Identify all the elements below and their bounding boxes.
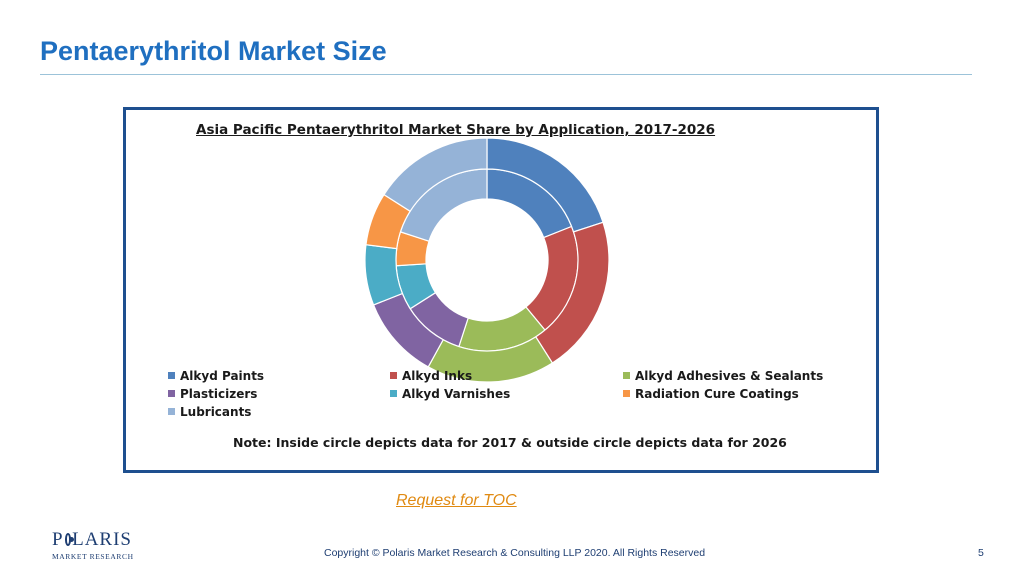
donut-segment-2026-alkyd-varnishes — [364, 244, 404, 306]
legend-item: Plasticizers — [168, 386, 390, 401]
legend-label: Alkyd Adhesives & Sealants — [635, 368, 824, 383]
legend-label: Radiation Cure Coatings — [635, 386, 799, 401]
polaris-logo: P LARIS MARKET RESEARCH — [52, 529, 134, 561]
title-divider — [40, 74, 972, 75]
slide-title: Pentaerythritol Market Size — [40, 36, 387, 66]
legend-swatch — [390, 390, 397, 397]
legend-label: Plasticizers — [180, 386, 258, 401]
legend-swatch — [168, 390, 175, 397]
chart-legend: Alkyd Paints Alkyd Inks Alkyd Adhesives & … — [168, 368, 848, 419]
legend-label: Alkyd Inks — [402, 368, 473, 383]
legend-label: Alkyd Varnishes — [402, 386, 511, 401]
donut-chart — [364, 137, 610, 383]
chart-title: Asia Pacific Pentaerythritol Market Shar… — [196, 122, 716, 138]
legend-item: Alkyd Inks — [390, 368, 623, 383]
legend-swatch — [623, 372, 630, 379]
legend-item: Alkyd Paints — [168, 368, 390, 383]
legend-item: Alkyd Adhesives & Sealants — [623, 368, 848, 383]
legend-label: Lubricants — [180, 404, 252, 419]
chart-note: Note: Inside circle depicts data for 201… — [233, 435, 787, 450]
legend-swatch — [390, 372, 397, 379]
copyright-text: Copyright © Polaris Market Research & Co… — [324, 547, 706, 559]
legend-label: Alkyd Paints — [180, 368, 265, 383]
legend-swatch — [623, 390, 630, 397]
legend-swatch — [168, 408, 175, 415]
legend-swatch — [168, 372, 175, 379]
logo-dot-icon — [64, 533, 73, 546]
page-number: 5 — [978, 547, 984, 559]
chart-frame: Asia Pacific Pentaerythritol Market Shar… — [123, 107, 879, 473]
legend-item: Lubricants — [168, 404, 390, 419]
legend-item: Radiation Cure Coatings — [623, 386, 848, 401]
donut-segment-2026-lubricants — [383, 137, 488, 213]
legend-item: Alkyd Varnishes — [390, 386, 623, 401]
request-toc-link[interactable]: Request for TOC — [396, 492, 517, 509]
